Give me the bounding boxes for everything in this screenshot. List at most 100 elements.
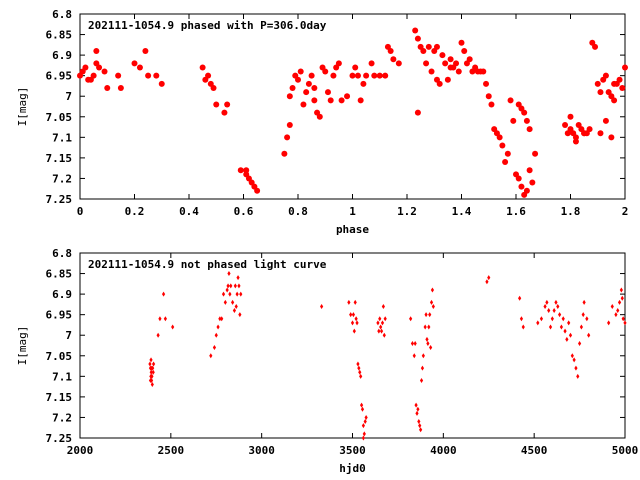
- data-point: [237, 167, 244, 174]
- data-point: [239, 291, 243, 297]
- data-point: [224, 101, 231, 108]
- x-tick-label: 0.2: [125, 205, 145, 218]
- data-point: [381, 303, 385, 309]
- y-tick-label: 6.95: [46, 70, 73, 83]
- data-point: [308, 72, 315, 79]
- x-tick-label: 0: [77, 205, 84, 218]
- data-point: [117, 85, 124, 91]
- data-point: [518, 105, 525, 112]
- data-point: [417, 419, 421, 425]
- data-point: [235, 291, 239, 297]
- x-tick-label: 2000: [67, 444, 94, 457]
- data-point: [572, 138, 579, 145]
- data-point: [526, 167, 533, 174]
- data-point: [419, 427, 423, 433]
- data-point: [515, 175, 522, 182]
- data-point: [587, 332, 591, 338]
- data-point: [502, 159, 509, 165]
- data-point: [335, 60, 342, 67]
- data-point: [428, 312, 432, 318]
- data-point: [158, 80, 165, 87]
- data-point: [349, 312, 353, 318]
- data-point: [231, 299, 235, 305]
- data-point: [171, 324, 175, 330]
- data-point: [322, 68, 329, 75]
- data-point: [458, 39, 465, 46]
- data-point: [378, 316, 382, 322]
- x-tick-label: 4500: [521, 444, 548, 457]
- data-point: [212, 345, 217, 351]
- data-point: [487, 275, 491, 281]
- data-point: [439, 52, 446, 59]
- data-point: [545, 299, 549, 305]
- data-point: [243, 167, 250, 174]
- phased-light-curve-panel: 0 0.2 0.4 0.6 0.8 1 1.2 1.4 1.6 1.8 2 6.8 6.85 6.9 6.9…: [16, 8, 628, 236]
- data-point: [623, 320, 627, 326]
- data-point: [558, 312, 562, 318]
- data-point: [210, 85, 217, 91]
- data-point: [387, 48, 394, 54]
- data-point: [368, 60, 375, 67]
- x-axis-label: phase: [336, 223, 369, 236]
- data-point: [150, 382, 154, 388]
- data-point: [228, 291, 232, 297]
- data-point: [608, 134, 615, 141]
- data-point: [409, 316, 413, 322]
- data-point: [379, 324, 383, 330]
- data-point: [431, 303, 435, 309]
- data-point: [552, 308, 556, 314]
- x-tick-label: 1.4: [452, 205, 472, 218]
- data-point: [619, 287, 623, 293]
- data-point: [496, 134, 503, 141]
- data-point: [499, 142, 506, 149]
- y-tick-label: 6.8: [52, 8, 72, 21]
- data-point: [556, 303, 560, 309]
- data-point: [413, 340, 417, 346]
- unphased-light-curve-panel: 2000 2500 3000 3500 4000 4500 5000 6.8 6.85 6.9 6.…: [16, 247, 638, 475]
- data-point: [424, 312, 428, 318]
- data-point: [480, 68, 487, 75]
- data-point: [425, 43, 432, 50]
- data-point: [344, 93, 351, 100]
- data-point: [364, 414, 368, 420]
- y-tick-label: 7.15: [46, 152, 73, 165]
- data-point: [536, 320, 540, 326]
- data-point: [151, 369, 155, 375]
- data-point: [461, 48, 468, 54]
- data-point: [357, 365, 361, 371]
- data-point: [420, 48, 427, 54]
- data-point: [376, 72, 383, 79]
- data-point: [539, 316, 544, 322]
- data-point: [597, 89, 604, 96]
- data-point: [611, 97, 618, 104]
- data-point: [356, 361, 360, 367]
- data-point: [523, 187, 530, 194]
- data-point: [362, 431, 366, 437]
- data-point: [347, 299, 351, 305]
- x-axis-label: hjd0: [339, 462, 366, 475]
- data-point: [610, 303, 614, 309]
- data-point: [363, 419, 367, 425]
- data-point: [216, 324, 220, 330]
- data-point: [444, 76, 451, 83]
- data-point: [577, 340, 582, 346]
- data-point: [543, 303, 547, 309]
- data-point: [142, 48, 149, 54]
- data-point: [504, 150, 511, 157]
- y-tick-label: 6.8: [52, 247, 72, 260]
- data-point: [254, 187, 261, 194]
- data-point: [232, 308, 237, 314]
- data-point: [90, 72, 97, 79]
- data-point: [382, 72, 389, 79]
- data-point: [286, 93, 293, 100]
- data-point: [572, 134, 579, 141]
- data-point: [360, 80, 367, 87]
- data-point: [581, 312, 585, 318]
- data-point: [311, 97, 318, 104]
- data-point: [213, 101, 220, 108]
- data-point: [115, 72, 122, 79]
- y-tick-label: 7.1: [52, 131, 72, 144]
- data-point: [352, 64, 359, 71]
- data-point: [412, 353, 416, 359]
- data-point: [585, 316, 589, 322]
